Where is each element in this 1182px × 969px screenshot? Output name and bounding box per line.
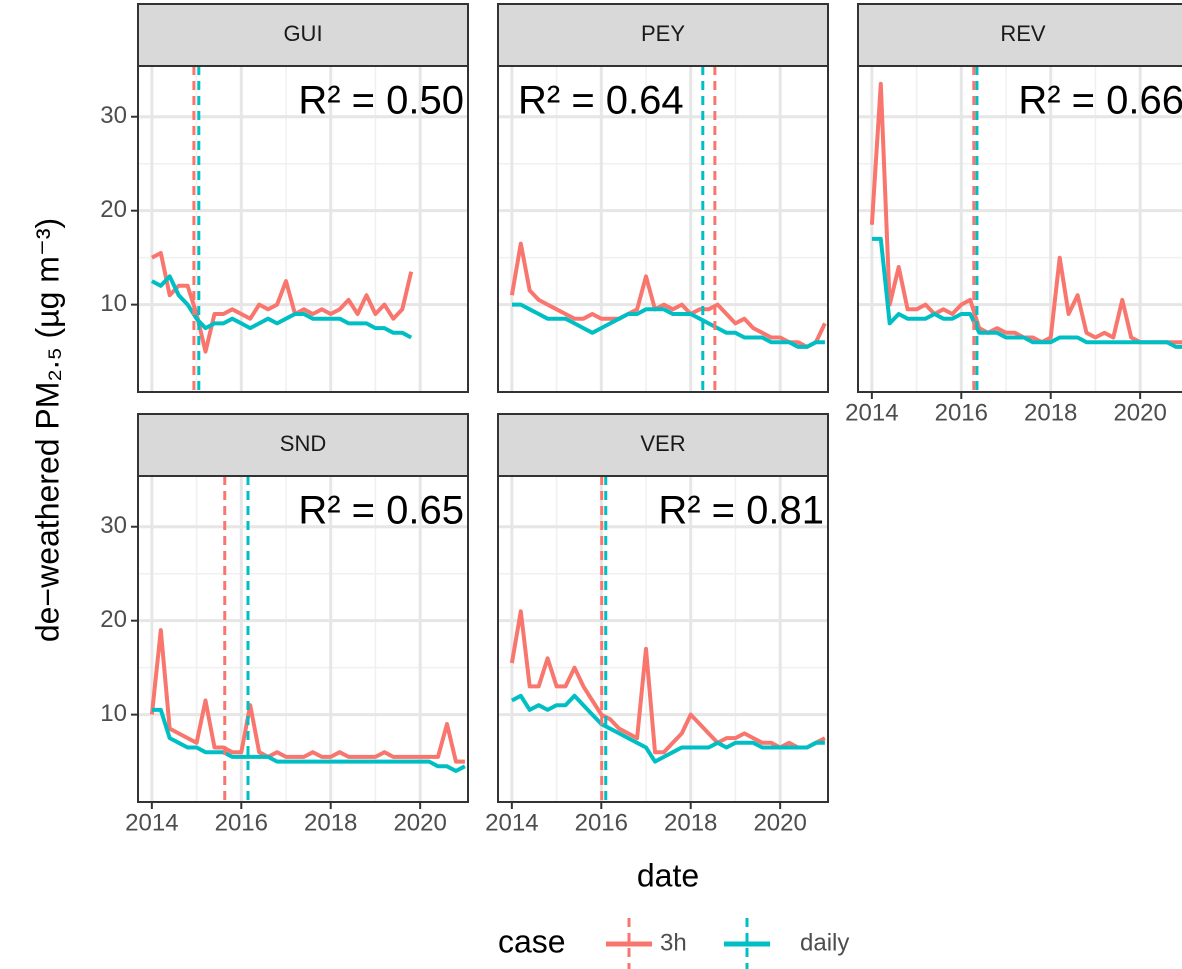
series-line	[510, 693, 825, 764]
series-line	[150, 274, 413, 340]
x-tick-label: 2016	[575, 809, 628, 836]
x-tick-label: 2014	[485, 809, 538, 836]
x-tick-label: 2014	[845, 399, 898, 426]
panel-border	[497, 65, 829, 393]
y-tick-label: 10	[100, 700, 127, 727]
legend-label: 3h	[660, 929, 687, 956]
facet-title: REV	[1000, 21, 1046, 46]
series-line	[511, 302, 825, 349]
series-line	[871, 236, 1182, 349]
x-tick-label: 2018	[1024, 399, 1077, 426]
legend-label: daily	[800, 929, 849, 956]
series-line	[151, 707, 466, 773]
x-tick-label: 2016	[935, 399, 988, 426]
series-line	[869, 81, 1182, 345]
panel-border	[857, 65, 1182, 393]
y-tick-label: 20	[100, 196, 127, 223]
x-tick-label: 2018	[664, 809, 717, 836]
x-tick-label: 2020	[753, 809, 806, 836]
x-tick-label: 2014	[125, 809, 178, 836]
annotation: R² = 0.81	[658, 489, 824, 533]
panel-border	[497, 475, 829, 803]
annotation: R² = 0.64	[518, 79, 684, 123]
legend-title: case	[498, 923, 566, 959]
facet-strip	[137, 3, 469, 67]
annotation: R² = 0.66	[1018, 79, 1182, 123]
facet-title: GUI	[283, 21, 322, 46]
x-axis-title: date	[637, 857, 699, 893]
facet-title: SND	[280, 431, 326, 456]
y-tick-label: 20	[100, 606, 127, 633]
panel-border	[137, 65, 469, 393]
series-line	[509, 609, 826, 755]
y-tick-label: 30	[100, 512, 127, 539]
facet-title: VER	[640, 431, 685, 456]
y-tick-label: 30	[100, 102, 127, 129]
y-tick-label: 10	[100, 290, 127, 317]
x-tick-label: 2018	[304, 809, 357, 836]
annotation: R² = 0.65	[298, 489, 464, 533]
x-tick-label: 2020	[393, 809, 446, 836]
facet-strip	[137, 413, 469, 477]
facet-title: PEY	[641, 21, 685, 46]
annotation: R² = 0.50	[298, 79, 464, 123]
series-line	[509, 241, 827, 349]
panel-border	[137, 475, 469, 803]
x-tick-label: 2016	[215, 809, 268, 836]
y-axis-title: de−weathered PM₂.₅ (µg m⁻³)	[29, 218, 65, 642]
x-tick-label: 2020	[1113, 399, 1166, 426]
series-line	[149, 628, 465, 764]
